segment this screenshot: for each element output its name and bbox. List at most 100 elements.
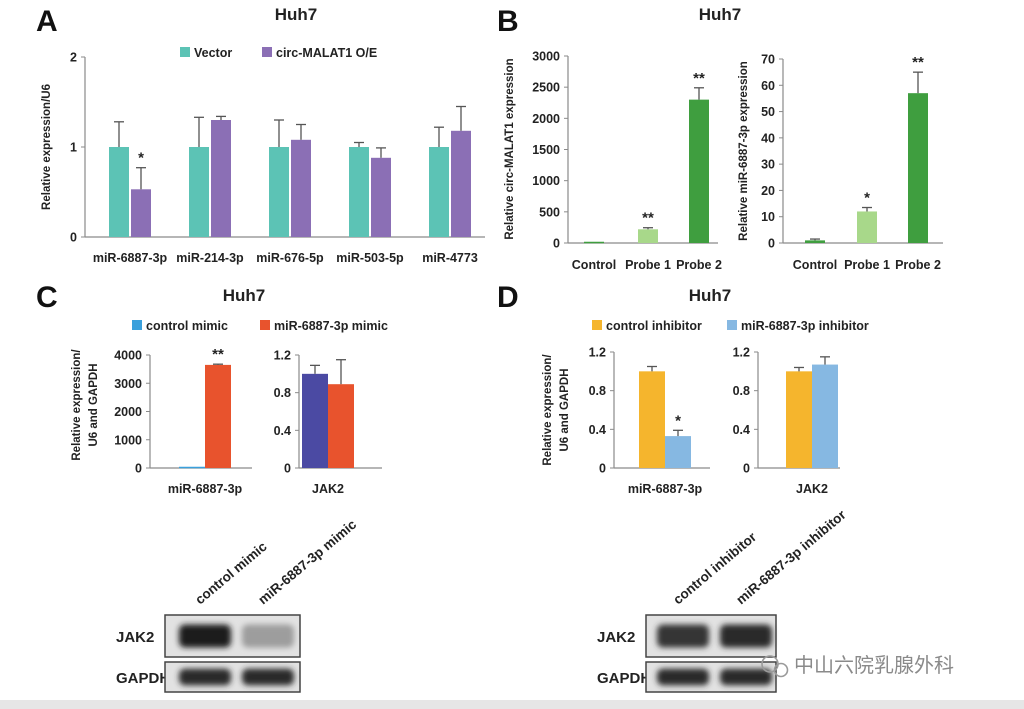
- y-axis-label: Relative miR-6887-3p expression: [738, 61, 750, 241]
- y-tick-label: 4000: [114, 349, 142, 363]
- y-tick-label: 2500: [532, 81, 560, 95]
- bar: [302, 373, 328, 468]
- blot-row-label: JAK2: [116, 629, 154, 646]
- chart-b-mir-6887: Relative miR-6887-3p expression 0 10 20 30 40…: [738, 53, 943, 272]
- significance-label: **: [693, 70, 705, 87]
- y-tick-label: 0.4: [589, 423, 606, 437]
- bar: [349, 147, 369, 237]
- category-label: miR-6887-3p: [93, 251, 168, 265]
- blot-band: [179, 624, 231, 648]
- y-tick-label: 0.4: [274, 424, 291, 438]
- panel-letter-b: B: [497, 5, 519, 38]
- category-label: JAK2: [312, 482, 344, 496]
- y-tick-label: 2000: [532, 112, 560, 126]
- bar: [291, 139, 311, 237]
- y-tick-label: 0.8: [589, 384, 606, 398]
- bar: [665, 436, 691, 468]
- category-label: Probe 2: [895, 258, 941, 272]
- y-tick-label: 0: [70, 231, 77, 245]
- bar: [857, 211, 877, 243]
- bar: [109, 147, 129, 237]
- y-tick-label: 30: [761, 158, 775, 172]
- category-label: Control: [793, 258, 837, 272]
- bar: [371, 157, 391, 237]
- watermark: 中山六院乳腺外科: [761, 654, 954, 678]
- category-label: miR-214-3p: [176, 251, 244, 265]
- legend-label: Vector: [194, 46, 232, 60]
- y-axis-label: Relative circ-MALAT1 expression: [504, 58, 516, 239]
- y-tick-label: 0: [553, 237, 560, 251]
- category-label: Probe 1: [844, 258, 890, 272]
- bar: [689, 99, 709, 243]
- panel-letter-d: D: [497, 281, 519, 314]
- chart-title: Huh7: [689, 286, 732, 305]
- significance-label: *: [675, 412, 681, 429]
- legend-swatch: [262, 47, 272, 57]
- y-tick-label: 0: [284, 462, 291, 476]
- y-tick-label: 0.4: [733, 423, 750, 437]
- y-tick-label: 0: [599, 462, 606, 476]
- y-tick-label: 10: [761, 210, 775, 224]
- significance-label: **: [642, 210, 654, 227]
- y-tick-label: 0.8: [733, 384, 750, 398]
- y-axis-label-line2: U6 and GAPDH: [88, 363, 100, 446]
- significance-label: *: [864, 190, 870, 207]
- y-tick-label: 50: [761, 105, 775, 119]
- category-label: miR-6887-3p: [628, 482, 703, 496]
- bar: [131, 189, 151, 237]
- y-tick-label: 0: [768, 237, 775, 251]
- legend-swatch: [727, 320, 737, 330]
- legend-label: miR-6887-3p mimic: [274, 319, 388, 333]
- chart-title: Huh7: [275, 5, 318, 24]
- bar: [205, 364, 231, 468]
- legend-label: circ-MALAT1 O/E: [276, 46, 377, 60]
- panel-letter-c: C: [36, 281, 58, 314]
- bar: [429, 147, 449, 237]
- chart-title: Huh7: [699, 5, 742, 24]
- bar: [269, 147, 289, 237]
- category-label: JAK2: [796, 482, 828, 496]
- significance-label: **: [212, 346, 224, 363]
- legend-label: control mimic: [146, 319, 228, 333]
- bar: [451, 130, 471, 237]
- y-tick-label: 0: [743, 462, 750, 476]
- blot-band: [179, 668, 231, 686]
- panel-letter-a: A: [36, 5, 58, 38]
- bar: [189, 147, 209, 237]
- blot-row-label: GAPDH: [597, 670, 651, 687]
- chart-c-jak2: 0 0.4 0.8 1.2 JAK2: [274, 349, 382, 496]
- bar: [211, 120, 231, 237]
- y-tick-label: 70: [761, 53, 775, 67]
- y-tick-label: 3000: [532, 50, 560, 64]
- y-axis-label: Relative expression/U6: [41, 84, 53, 210]
- bar: [805, 240, 825, 243]
- y-tick-label: 0.8: [274, 386, 291, 400]
- blot-band: [720, 624, 772, 648]
- legend-swatch: [132, 320, 142, 330]
- y-tick-label: 3000: [114, 377, 142, 391]
- legend-swatch: [180, 47, 190, 57]
- bar: [328, 384, 354, 468]
- chart-title: Huh7: [223, 286, 266, 305]
- y-tick-label: 1.2: [733, 346, 750, 360]
- bottom-strip: [0, 700, 1024, 709]
- y-tick-label: 0: [135, 462, 142, 476]
- y-tick-label: 20: [761, 184, 775, 198]
- chart-b-circ-malat1: Huh7 Relative circ-MALAT1 expression 0 500 1…: [504, 5, 741, 272]
- blot-row-label: GAPDH: [116, 670, 170, 687]
- chart-d-jak2: 0 0.4 0.8 1.2 JAK2: [733, 346, 840, 496]
- category-label: miR-503-5p: [336, 251, 404, 265]
- significance-label: **: [912, 54, 924, 71]
- y-axis-label-line1: Relative expression/: [542, 354, 554, 466]
- legend-label: miR-6887-3p inhibitor: [741, 319, 869, 333]
- y-tick-label: 1.2: [589, 346, 606, 360]
- bar: [638, 229, 658, 243]
- chart-a: Huh7 Relative expression/U6 0 1 2 miR-6887-3p…: [41, 5, 485, 265]
- y-tick-label: 2000: [114, 405, 142, 419]
- category-label: miR-676-5p: [256, 251, 324, 265]
- y-tick-label: 2: [70, 51, 77, 65]
- y-tick-label: 1000: [114, 433, 142, 447]
- chart-c-mir-6887: Huh7 Relative expression/U6 and GAPDH 0 100…: [71, 286, 388, 496]
